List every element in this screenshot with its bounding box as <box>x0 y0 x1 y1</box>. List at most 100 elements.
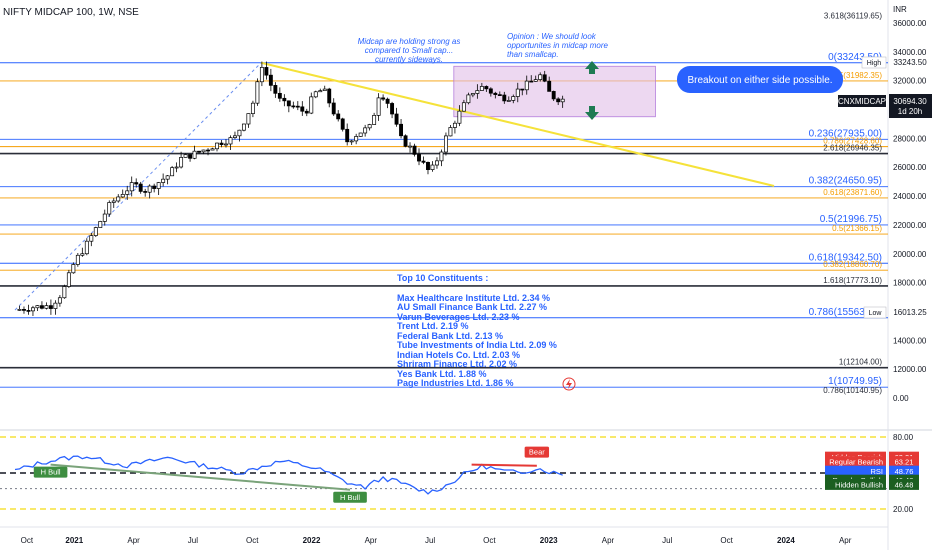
pivot-label-bg <box>524 446 550 458</box>
price-tick-label: 26000.00 <box>893 163 927 172</box>
candle-body <box>435 160 439 166</box>
candle-body <box>161 178 166 183</box>
candle-body <box>282 97 287 102</box>
event-icon[interactable] <box>562 377 576 391</box>
rsi-line <box>14 455 563 495</box>
candle-body <box>259 67 264 83</box>
candle-body <box>426 161 430 170</box>
candle-body <box>215 142 219 150</box>
candle-body <box>529 80 534 83</box>
constituents-title: Top 10 Constituents : <box>397 273 488 283</box>
time-tick-label: 2023 <box>540 536 558 545</box>
candle-body <box>385 98 390 104</box>
candle-body <box>452 122 457 128</box>
candle-body <box>443 135 448 153</box>
candle-body <box>26 310 31 312</box>
symbol-tag: CNXMIDCAP <box>838 97 886 106</box>
arrow-up-stem <box>589 69 595 74</box>
candle-body <box>349 140 354 143</box>
candle-body <box>336 113 341 120</box>
fib-level-label: 0.382(18860.70) <box>823 260 882 269</box>
rsi-tag-value-bg <box>889 456 919 468</box>
arrow-up-icon <box>585 61 599 69</box>
high-value: 33243.50 <box>893 58 927 67</box>
candle-body <box>188 154 193 159</box>
candle-body <box>538 74 543 80</box>
candle-body <box>268 74 273 86</box>
candle-body <box>466 94 471 104</box>
price-tick-label: 36000.00 <box>893 19 927 28</box>
rsi-tag-label: Regular Bearish <box>829 458 883 467</box>
divergence-line <box>50 463 351 491</box>
candle-body <box>17 309 22 311</box>
arrow-down-icon <box>585 112 599 120</box>
price-tag-bg <box>889 94 932 118</box>
fib-level-label: 1(12104.00) <box>839 358 882 367</box>
candle-body <box>358 132 363 137</box>
candle-body <box>331 102 336 115</box>
candle-body <box>179 157 184 168</box>
low-label: Low <box>869 310 883 317</box>
price-tick-label: 0.00 <box>893 394 909 403</box>
midcap-note: Midcap are holding strong as compared to… <box>358 37 461 64</box>
candle-body <box>277 92 282 99</box>
candle-body <box>237 129 242 137</box>
rsi-tag-label-bg <box>825 456 886 468</box>
candle-body <box>556 98 561 103</box>
candle-body <box>138 183 143 192</box>
pivot-label-bg <box>33 466 68 478</box>
candle-body <box>300 106 305 112</box>
candle-body <box>354 136 359 142</box>
breakout-callout-text: Breakout on either side possible. <box>687 75 832 86</box>
candle-body <box>31 307 35 312</box>
candle-body <box>165 175 170 180</box>
constituent-item: Varun Beverages Ltd. 2.23 % <box>397 312 520 322</box>
candle-body <box>125 190 130 195</box>
rsi-tick-label: 80.00 <box>893 433 914 442</box>
midcap-note-line-2: compared to Small cap... <box>365 46 453 55</box>
candle-body <box>497 94 502 96</box>
breakout-callout-bg <box>677 66 843 93</box>
fib-level-label: 1.618(17773.10) <box>823 276 882 285</box>
fib-level-label: 0(33243.50) <box>828 52 882 63</box>
pivot-label: H Bull <box>41 468 61 477</box>
time-tick-label: Oct <box>21 536 34 545</box>
constituent-item: Max Healthcare Institute Ltd. 2.34 % <box>397 293 550 303</box>
chart-title: NIFTY MIDCAP 100, 1W, NSE <box>3 7 139 18</box>
rsi-tag-label-bg <box>825 465 886 477</box>
candle-body <box>62 286 67 299</box>
candle-body <box>327 88 332 104</box>
fib-level-label: 0.786(15563.75) <box>809 307 882 318</box>
pivot-label-bg <box>333 491 367 503</box>
candle-body <box>408 145 412 148</box>
candle-body <box>120 194 125 198</box>
rsi-tag-value: 46.48 <box>895 480 914 489</box>
candle-body <box>152 185 157 189</box>
candle-body <box>57 297 62 304</box>
candle-body <box>363 127 368 134</box>
fib-level-label: 0.5(31982.35) <box>832 71 882 80</box>
candle-body <box>551 91 556 100</box>
time-tick-label: 2022 <box>303 536 321 545</box>
rsi-tag-label-bg <box>825 478 886 490</box>
breakout-callout[interactable]: Breakout on either side possible. <box>677 66 843 93</box>
candle-body <box>493 92 498 95</box>
symbol-tag-bg <box>838 95 886 107</box>
fib-levels: 3.618(36119.65) 0(33243.50) 0.5(31982.35) 0… <box>0 11 888 395</box>
time-tick-label: Jul <box>662 536 672 545</box>
candle-body <box>439 151 444 162</box>
time-tick-label: Oct <box>720 536 733 545</box>
price-tick-label: 20000.00 <box>893 250 927 259</box>
high-label: High <box>867 60 882 67</box>
last-price: 30694.30 <box>893 97 927 106</box>
time-tick-label: Oct <box>483 536 496 545</box>
candle-body <box>502 94 507 102</box>
candle-body <box>399 123 404 137</box>
price-tick-label: 22000.00 <box>893 221 927 230</box>
candle-body <box>192 150 197 159</box>
time-tick-label: Apr <box>839 536 852 545</box>
candle-body <box>457 110 462 124</box>
descending-trendline <box>260 61 775 187</box>
candle-body <box>515 88 520 97</box>
